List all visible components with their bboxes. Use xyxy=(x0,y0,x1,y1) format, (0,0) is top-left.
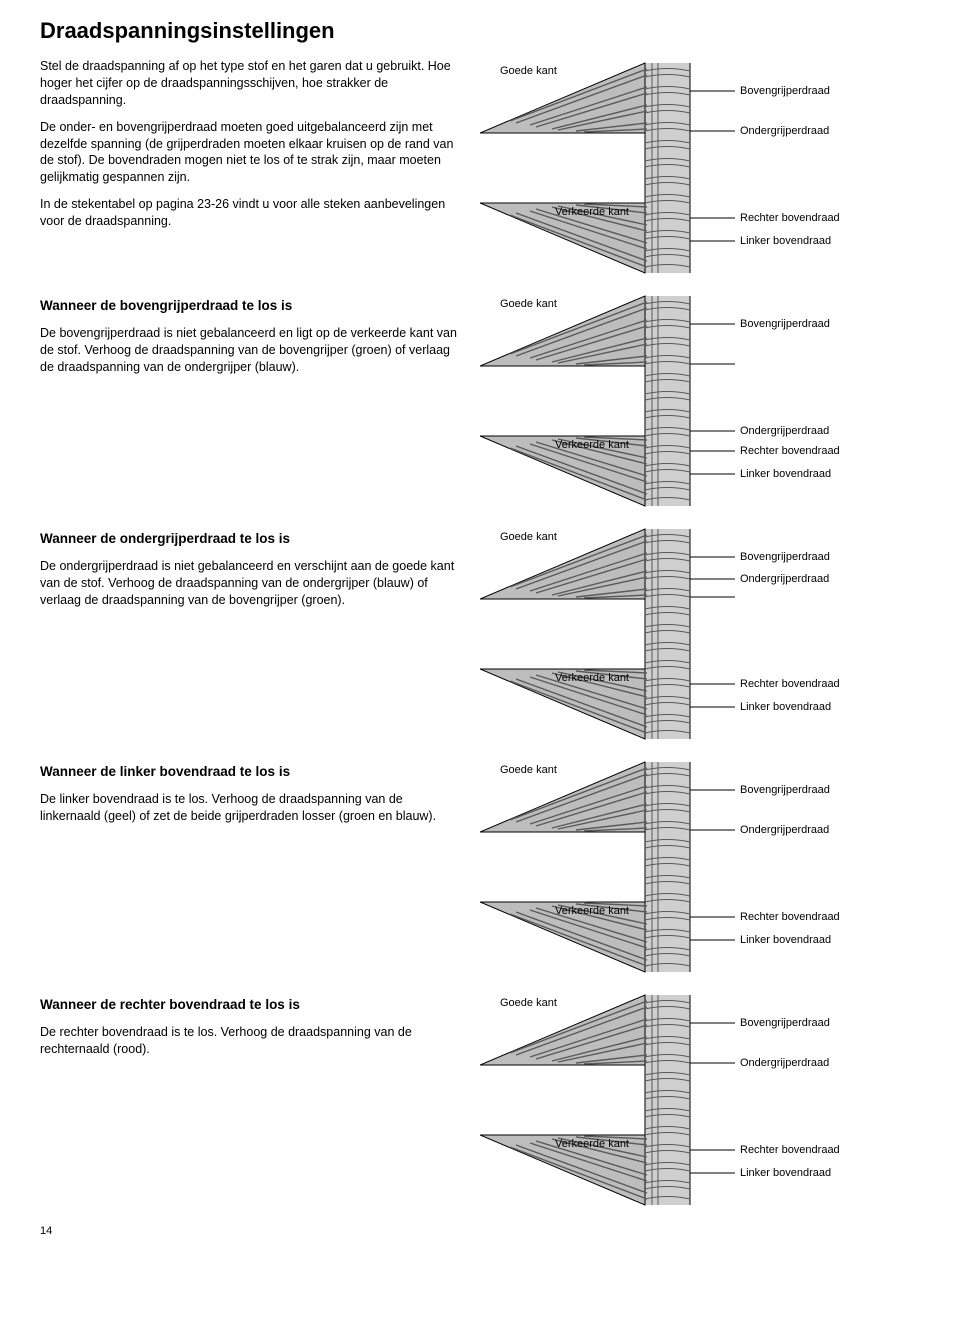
svg-text:Goede kant: Goede kant xyxy=(500,65,557,77)
page-title: Draadspanningsinstellingen xyxy=(40,18,920,44)
svg-text:Bovengrijperdraad: Bovengrijperdraad xyxy=(740,784,830,796)
svg-text:Verkeerde kant: Verkeerde kant xyxy=(555,672,629,684)
diagram-5: Goede kant Verkeerde kant Bovengrijperdr… xyxy=(480,990,920,1215)
svg-text:Ondergrijperdraad: Ondergrijperdraad xyxy=(740,1057,829,1069)
section-bovengrijper-los: Wanneer de bovengrijperdraad te los is D… xyxy=(40,291,920,516)
svg-text:Linker bovendraad: Linker bovendraad xyxy=(740,1167,831,1179)
svg-text:Bovengrijperdraad: Bovengrijperdraad xyxy=(740,85,830,97)
section-rechter-bovendraad-los: Wanneer de rechter bovendraad te los is … xyxy=(40,990,920,1215)
heading-5: Wanneer de rechter bovendraad te los is xyxy=(40,996,460,1014)
intro-p1: Stel de draadspanning af op het type sto… xyxy=(40,58,460,109)
intro-text: Stel de draadspanning af op het type sto… xyxy=(40,58,480,240)
intro-section: Stel de draadspanning af op het type sto… xyxy=(40,58,920,283)
svg-text:Verkeerde kant: Verkeerde kant xyxy=(555,439,629,451)
svg-text:Verkeerde kant: Verkeerde kant xyxy=(555,206,629,218)
page-number: 14 xyxy=(40,1225,920,1237)
heading-4: Wanneer de linker bovendraad te los is xyxy=(40,763,460,781)
body-5: De rechter bovendraad is te los. Verhoog… xyxy=(40,1024,460,1058)
diagram-4: Goede kant Verkeerde kant Bovengrijperdr… xyxy=(480,757,920,982)
section-4-text: Wanneer de linker bovendraad te los is D… xyxy=(40,757,480,835)
diagram-1: Goede kant Verkeerde kant Bovengrijperdr… xyxy=(480,58,920,283)
svg-text:Verkeerde kant: Verkeerde kant xyxy=(555,905,629,917)
svg-text:Rechter bovendraad: Rechter bovendraad xyxy=(740,911,840,923)
svg-text:Linker bovendraad: Linker bovendraad xyxy=(740,468,831,480)
svg-text:Goede kant: Goede kant xyxy=(500,764,557,776)
svg-text:Bovengrijperdraad: Bovengrijperdraad xyxy=(740,318,830,330)
intro-p3: In de stekentabel op pagina 23-26 vindt … xyxy=(40,196,460,230)
diagram-2: Goede kant Verkeerde kant Bovengrijperdr… xyxy=(480,291,920,516)
svg-text:Rechter bovendraad: Rechter bovendraad xyxy=(740,445,840,457)
svg-text:Rechter bovendraad: Rechter bovendraad xyxy=(740,1144,840,1156)
section-5-text: Wanneer de rechter bovendraad te los is … xyxy=(40,990,480,1068)
svg-text:Bovengrijperdraad: Bovengrijperdraad xyxy=(740,551,830,563)
svg-text:Bovengrijperdraad: Bovengrijperdraad xyxy=(740,1017,830,1029)
intro-p2: De onder- en bovengrijperdraad moeten go… xyxy=(40,119,460,187)
heading-3: Wanneer de ondergrijperdraad te los is xyxy=(40,530,460,548)
body-2: De bovengrijperdraad is niet gebalanceer… xyxy=(40,325,460,376)
svg-text:Ondergrijperdraad: Ondergrijperdraad xyxy=(740,125,829,137)
svg-text:Verkeerde kant: Verkeerde kant xyxy=(555,1138,629,1150)
svg-text:Ondergrijperdraad: Ondergrijperdraad xyxy=(740,573,829,585)
svg-text:Ondergrijperdraad: Ondergrijperdraad xyxy=(740,824,829,836)
svg-text:Rechter bovendraad: Rechter bovendraad xyxy=(740,212,840,224)
diagram-3: Goede kant Verkeerde kant Bovengrijperdr… xyxy=(480,524,920,749)
section-linker-bovendraad-los: Wanneer de linker bovendraad te los is D… xyxy=(40,757,920,982)
svg-text:Linker bovendraad: Linker bovendraad xyxy=(740,701,831,713)
body-4: De linker bovendraad is te los. Verhoog … xyxy=(40,791,460,825)
svg-text:Goede kant: Goede kant xyxy=(500,298,557,310)
svg-text:Rechter bovendraad: Rechter bovendraad xyxy=(740,678,840,690)
body-3: De ondergrijperdraad is niet gebalanceer… xyxy=(40,558,460,609)
section-3-text: Wanneer de ondergrijperdraad te los is D… xyxy=(40,524,480,619)
svg-text:Goede kant: Goede kant xyxy=(500,997,557,1009)
svg-text:Goede kant: Goede kant xyxy=(500,531,557,543)
svg-text:Linker bovendraad: Linker bovendraad xyxy=(740,235,831,247)
heading-2: Wanneer de bovengrijperdraad te los is xyxy=(40,297,460,315)
svg-text:Linker bovendraad: Linker bovendraad xyxy=(740,934,831,946)
section-ondergrijper-los: Wanneer de ondergrijperdraad te los is D… xyxy=(40,524,920,749)
svg-text:Ondergrijperdraad: Ondergrijperdraad xyxy=(740,425,829,437)
section-2-text: Wanneer de bovengrijperdraad te los is D… xyxy=(40,291,480,386)
